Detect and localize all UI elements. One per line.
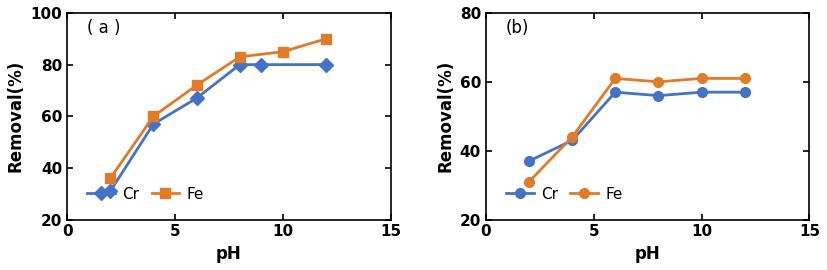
X-axis label: pH: pH (216, 245, 241, 263)
Cr (524, 160, 534, 163)
Fe (610, 77, 620, 80)
Fe (149, 115, 159, 118)
Fe (653, 80, 663, 83)
Cr (192, 97, 202, 100)
Fe (696, 77, 706, 80)
Fe (524, 180, 534, 183)
Cr (256, 63, 266, 66)
Text: (b): (b) (505, 19, 528, 37)
Line: Cr: Cr (105, 60, 331, 196)
Line: Cr: Cr (524, 87, 749, 166)
Fe (105, 177, 115, 180)
Cr (653, 94, 663, 97)
Cr (740, 90, 750, 94)
Y-axis label: Removal(%): Removal(%) (7, 60, 25, 173)
Cr (105, 190, 115, 193)
Fe (278, 50, 288, 53)
Legend: Cr, Fe: Cr, Fe (500, 181, 629, 208)
X-axis label: pH: pH (635, 245, 661, 263)
Fe (321, 37, 331, 40)
Fe (567, 135, 577, 139)
Legend: Cr, Fe: Cr, Fe (81, 181, 210, 208)
Fe (235, 55, 245, 59)
Cr (149, 122, 159, 126)
Fe (740, 77, 750, 80)
Cr (567, 139, 577, 142)
Text: ( a ): ( a ) (87, 19, 120, 37)
Cr (610, 90, 620, 94)
Line: Fe: Fe (524, 73, 749, 187)
Cr (235, 63, 245, 66)
Y-axis label: Removal(%): Removal(%) (436, 60, 454, 173)
Fe (192, 84, 202, 87)
Cr (696, 90, 706, 94)
Cr (321, 63, 331, 66)
Line: Fe: Fe (105, 34, 331, 183)
